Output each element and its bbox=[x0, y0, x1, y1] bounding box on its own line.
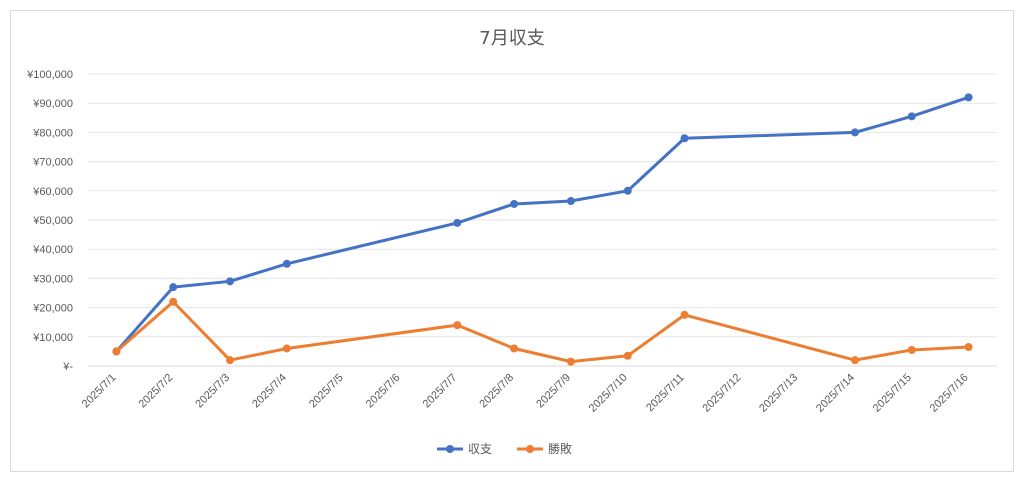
y-tick-label: ¥90,000 bbox=[32, 98, 73, 110]
data-point bbox=[282, 344, 291, 353]
x-tick-label: 2025/7/13 bbox=[757, 372, 800, 415]
legend-swatch-marker bbox=[526, 445, 534, 453]
x-tick-label: 2025/7/10 bbox=[587, 372, 630, 415]
legend: 収支 勝敗 bbox=[437, 441, 572, 456]
data-point bbox=[282, 259, 291, 268]
legend-label: 勝敗 bbox=[548, 441, 572, 456]
data-point bbox=[907, 112, 916, 121]
data-point bbox=[566, 197, 575, 206]
y-tick-label: ¥40,000 bbox=[32, 244, 73, 256]
x-tick-label: 2025/7/6 bbox=[364, 372, 403, 411]
y-axis-ticks: ¥- ¥10,000 ¥20,000 ¥30,000 ¥40,000 ¥50,000 ¥60… bbox=[26, 69, 73, 373]
y-tick-label: ¥- bbox=[62, 361, 73, 373]
series-2 bbox=[112, 297, 973, 366]
x-tick-label: 2025/7/1 bbox=[80, 372, 119, 411]
y-tick-label: ¥10,000 bbox=[32, 332, 73, 344]
x-tick-label: 2025/7/15 bbox=[871, 372, 914, 415]
legend-swatch-marker bbox=[446, 445, 454, 453]
x-tick-label: 2025/7/2 bbox=[137, 372, 176, 411]
y-tick-label: ¥50,000 bbox=[32, 215, 73, 227]
x-tick-label: 2025/7/8 bbox=[477, 372, 516, 411]
series-line bbox=[114, 95, 971, 353]
legend-item: 収支 bbox=[437, 442, 492, 456]
legend-label: 収支 bbox=[468, 442, 492, 456]
x-tick-label: 2025/7/16 bbox=[928, 372, 971, 415]
data-point bbox=[112, 347, 121, 356]
y-tick-label: ¥100,000 bbox=[26, 69, 73, 81]
series-line bbox=[114, 300, 971, 364]
x-tick-label: 2025/7/3 bbox=[193, 372, 232, 411]
data-point bbox=[453, 218, 462, 227]
data-point bbox=[964, 93, 973, 102]
x-tick-label: 2025/7/12 bbox=[700, 372, 743, 415]
x-tick-label: 2025/7/4 bbox=[250, 372, 289, 411]
x-tick-label: 2025/7/9 bbox=[534, 372, 573, 411]
data-point bbox=[850, 128, 859, 137]
data-point bbox=[169, 283, 178, 292]
data-point bbox=[510, 199, 519, 208]
series-layer bbox=[112, 93, 973, 366]
y-tick-label: ¥30,000 bbox=[32, 273, 73, 285]
x-axis-ticks: 2025/7/1 2025/7/2 2025/7/3 2025/7/4 2025/7/5… bbox=[80, 372, 971, 415]
chart-frame bbox=[10, 10, 1014, 472]
data-point bbox=[169, 297, 178, 306]
data-point bbox=[680, 310, 689, 319]
y-tick-label: ¥80,000 bbox=[32, 127, 73, 139]
data-point bbox=[850, 356, 859, 365]
data-point bbox=[964, 343, 973, 352]
grid bbox=[88, 73, 997, 367]
data-point bbox=[623, 351, 632, 360]
data-point bbox=[226, 277, 235, 286]
y-tick-label: ¥60,000 bbox=[32, 186, 73, 198]
y-tick-label: ¥20,000 bbox=[32, 303, 73, 315]
x-tick-label: 2025/7/11 bbox=[644, 372, 687, 415]
data-point bbox=[623, 186, 632, 195]
y-tick-label: ¥70,000 bbox=[32, 157, 73, 169]
data-point bbox=[566, 357, 575, 366]
x-tick-label: 2025/7/7 bbox=[421, 372, 460, 411]
data-point bbox=[510, 344, 519, 353]
x-tick-label: 2025/7/14 bbox=[814, 372, 857, 415]
data-point bbox=[907, 345, 916, 354]
data-point bbox=[226, 356, 235, 365]
legend-item: 勝敗 bbox=[517, 441, 572, 456]
data-point bbox=[453, 321, 462, 330]
chart-title: 7月収支 bbox=[479, 28, 544, 49]
x-tick-label: 2025/7/5 bbox=[307, 372, 346, 411]
data-point bbox=[680, 134, 689, 143]
